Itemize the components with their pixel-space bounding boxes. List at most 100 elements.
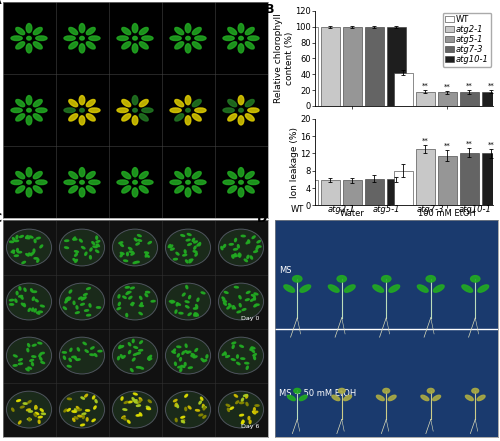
Ellipse shape bbox=[140, 172, 148, 179]
Ellipse shape bbox=[11, 250, 15, 253]
Ellipse shape bbox=[189, 260, 192, 263]
Ellipse shape bbox=[18, 251, 21, 253]
Ellipse shape bbox=[246, 186, 254, 193]
Ellipse shape bbox=[10, 299, 14, 301]
Ellipse shape bbox=[74, 409, 77, 412]
Ellipse shape bbox=[238, 188, 244, 197]
Ellipse shape bbox=[138, 350, 142, 351]
Ellipse shape bbox=[145, 254, 148, 257]
Ellipse shape bbox=[32, 344, 36, 346]
Ellipse shape bbox=[35, 412, 38, 415]
Ellipse shape bbox=[96, 250, 99, 253]
Ellipse shape bbox=[117, 307, 120, 310]
Ellipse shape bbox=[238, 96, 244, 105]
Ellipse shape bbox=[300, 285, 310, 292]
Ellipse shape bbox=[240, 402, 244, 404]
Ellipse shape bbox=[26, 235, 28, 239]
Ellipse shape bbox=[238, 253, 240, 256]
Ellipse shape bbox=[249, 420, 251, 423]
Ellipse shape bbox=[257, 240, 260, 243]
Ellipse shape bbox=[10, 241, 14, 243]
Ellipse shape bbox=[241, 235, 245, 237]
Ellipse shape bbox=[257, 246, 261, 247]
Ellipse shape bbox=[222, 353, 226, 355]
Ellipse shape bbox=[79, 188, 85, 197]
Text: A: A bbox=[0, 0, 2, 7]
Ellipse shape bbox=[251, 347, 255, 349]
Text: WT: WT bbox=[290, 205, 304, 214]
Ellipse shape bbox=[230, 407, 234, 409]
Ellipse shape bbox=[337, 276, 346, 282]
Ellipse shape bbox=[146, 408, 150, 410]
Bar bbox=[416, 92, 435, 106]
Ellipse shape bbox=[228, 304, 232, 306]
Ellipse shape bbox=[234, 239, 236, 242]
Ellipse shape bbox=[78, 348, 80, 351]
Ellipse shape bbox=[123, 409, 127, 411]
Ellipse shape bbox=[232, 255, 234, 258]
Ellipse shape bbox=[122, 416, 125, 419]
Ellipse shape bbox=[246, 403, 248, 406]
Circle shape bbox=[60, 283, 104, 320]
Ellipse shape bbox=[130, 303, 134, 305]
Ellipse shape bbox=[18, 421, 21, 424]
Ellipse shape bbox=[65, 300, 68, 303]
Ellipse shape bbox=[28, 400, 31, 403]
Ellipse shape bbox=[228, 100, 236, 107]
Text: B: B bbox=[265, 3, 274, 16]
Ellipse shape bbox=[284, 285, 294, 292]
Ellipse shape bbox=[194, 246, 196, 249]
Bar bbox=[364, 27, 384, 106]
Ellipse shape bbox=[30, 236, 33, 238]
Ellipse shape bbox=[62, 351, 66, 353]
Circle shape bbox=[60, 391, 104, 428]
Ellipse shape bbox=[238, 23, 244, 33]
Ellipse shape bbox=[132, 168, 138, 177]
Ellipse shape bbox=[185, 188, 191, 197]
Ellipse shape bbox=[232, 359, 235, 360]
Ellipse shape bbox=[132, 37, 138, 40]
Text: atg7-3: atg7-3 bbox=[174, 205, 202, 214]
Ellipse shape bbox=[140, 341, 142, 344]
Ellipse shape bbox=[389, 285, 400, 292]
Ellipse shape bbox=[196, 305, 198, 308]
Ellipse shape bbox=[477, 395, 485, 400]
Ellipse shape bbox=[86, 418, 88, 421]
Ellipse shape bbox=[186, 108, 190, 112]
Ellipse shape bbox=[96, 307, 100, 308]
Ellipse shape bbox=[79, 116, 85, 125]
Ellipse shape bbox=[229, 243, 234, 245]
Ellipse shape bbox=[237, 311, 241, 313]
Ellipse shape bbox=[192, 42, 201, 49]
Ellipse shape bbox=[246, 114, 254, 121]
Ellipse shape bbox=[73, 239, 77, 240]
Ellipse shape bbox=[134, 238, 137, 241]
Ellipse shape bbox=[252, 295, 255, 297]
Ellipse shape bbox=[122, 114, 130, 121]
Ellipse shape bbox=[223, 300, 226, 302]
Ellipse shape bbox=[171, 301, 175, 303]
Ellipse shape bbox=[32, 356, 36, 357]
Ellipse shape bbox=[34, 172, 42, 179]
Ellipse shape bbox=[194, 308, 198, 309]
Ellipse shape bbox=[136, 243, 140, 245]
Ellipse shape bbox=[180, 358, 182, 361]
Ellipse shape bbox=[79, 96, 85, 105]
Ellipse shape bbox=[132, 398, 134, 400]
Ellipse shape bbox=[130, 369, 133, 372]
Ellipse shape bbox=[117, 180, 128, 185]
Ellipse shape bbox=[16, 248, 18, 252]
Ellipse shape bbox=[192, 114, 201, 121]
Circle shape bbox=[166, 391, 210, 428]
Ellipse shape bbox=[79, 168, 85, 177]
Ellipse shape bbox=[78, 415, 82, 417]
Ellipse shape bbox=[72, 418, 75, 421]
Ellipse shape bbox=[122, 186, 130, 193]
Bar bbox=[394, 171, 413, 206]
Ellipse shape bbox=[140, 27, 148, 35]
Ellipse shape bbox=[140, 367, 143, 369]
Ellipse shape bbox=[136, 366, 140, 368]
Bar bbox=[482, 92, 500, 106]
Ellipse shape bbox=[176, 303, 178, 306]
Ellipse shape bbox=[195, 253, 198, 256]
